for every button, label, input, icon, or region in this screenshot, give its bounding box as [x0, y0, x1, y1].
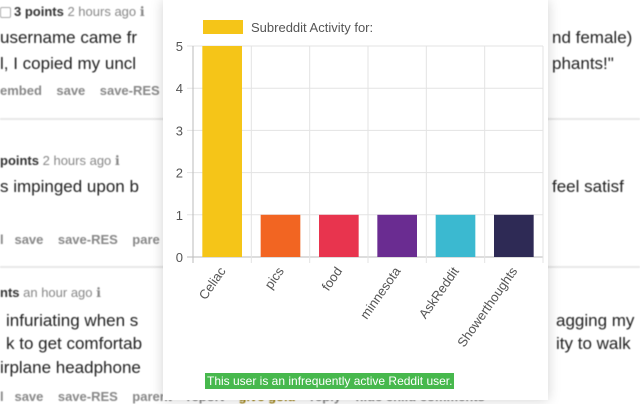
comment-time: 2 hours ago: [67, 4, 137, 19]
legend-label: Subreddit Activity for:: [251, 20, 373, 35]
save-res-link[interactable]: save-RES: [99, 83, 160, 98]
comment-actions: embed save save-RES: [0, 83, 160, 98]
x-category-label: AskReddit: [416, 264, 462, 321]
comment-points: points: [0, 153, 39, 168]
comment-points: nts: [0, 285, 20, 300]
comment-time: an hour ago: [23, 285, 93, 300]
bar-askreddit[interactable]: [435, 214, 476, 257]
comment-time: 2 hours ago: [42, 153, 112, 168]
activity-chart: Subreddit Activity for: 0 1 2 3 4 5 Celiac pic…: [176, 20, 544, 350]
x-category-label: Showerthoughts: [454, 264, 520, 350]
legend-swatch: [203, 20, 243, 34]
comment-meta: nts an hour ago ℹ: [0, 285, 101, 301]
user-activity-status: This user is an infrequently active Redd…: [205, 373, 455, 389]
save-res-link[interactable]: save-RES: [57, 232, 118, 247]
x-category-label: food: [318, 264, 345, 293]
save-link[interactable]: save: [14, 232, 44, 247]
y-tick-label: 5: [176, 39, 183, 54]
y-tick-label: 3: [176, 123, 183, 138]
comment-text: irplane headphone: [0, 358, 141, 377]
comment-text: phants!": [552, 54, 614, 73]
comment-text: l, I copied my uncl: [0, 54, 137, 73]
comment-points: 3 points: [14, 4, 64, 19]
y-tick-label: 1: [176, 208, 183, 223]
comment-text: k to get comfortab: [6, 334, 143, 353]
bar-celiac[interactable]: [202, 46, 242, 257]
save-res-link[interactable]: save-RES: [57, 389, 118, 404]
subreddit-activity-popup: Subreddit Activity for: 0 1 2 3 4 5 Celiac pic…: [163, 0, 548, 400]
bar-minnesota[interactable]: [377, 214, 417, 257]
info-icon: ℹ: [139, 4, 145, 19]
comment-meta: 3 points 2 hours ago ℹ: [0, 4, 145, 20]
info-icon: ℹ: [96, 285, 102, 300]
comment-text: ity to walk: [556, 334, 631, 353]
comment-text: nd female): [552, 28, 633, 47]
comment-text: s impinged upon b: [0, 177, 139, 196]
comment-meta: points 2 hours ago ℹ: [0, 153, 120, 169]
x-category-label: Celiac: [196, 264, 229, 303]
save-link[interactable]: save: [56, 83, 86, 98]
y-tick-label: 4: [176, 81, 183, 96]
bar-food[interactable]: [319, 214, 359, 257]
bar-pics[interactable]: [260, 214, 301, 257]
y-tick-label: 0: [176, 250, 183, 265]
embed-link[interactable]: embed: [0, 83, 42, 98]
comment-text: infuriating when s: [6, 311, 139, 330]
y-tick-label: 2: [176, 166, 183, 181]
collapse-icon[interactable]: [0, 7, 11, 19]
x-category-label: minnesota: [357, 263, 404, 321]
comment-text: agging my: [556, 311, 635, 330]
comment-text: feel satisf: [552, 177, 624, 196]
bar-showerthoughts[interactable]: [494, 214, 534, 257]
info-icon: ℹ: [114, 153, 120, 168]
link[interactable]: l: [0, 389, 4, 404]
x-category-label: pics: [261, 264, 287, 292]
link[interactable]: l: [0, 232, 4, 247]
comment-text: username came fr: [0, 28, 137, 47]
save-link[interactable]: save: [14, 389, 44, 404]
comment-actions: l save save-RES pare: [0, 232, 160, 247]
parent-link[interactable]: pare: [132, 232, 160, 247]
